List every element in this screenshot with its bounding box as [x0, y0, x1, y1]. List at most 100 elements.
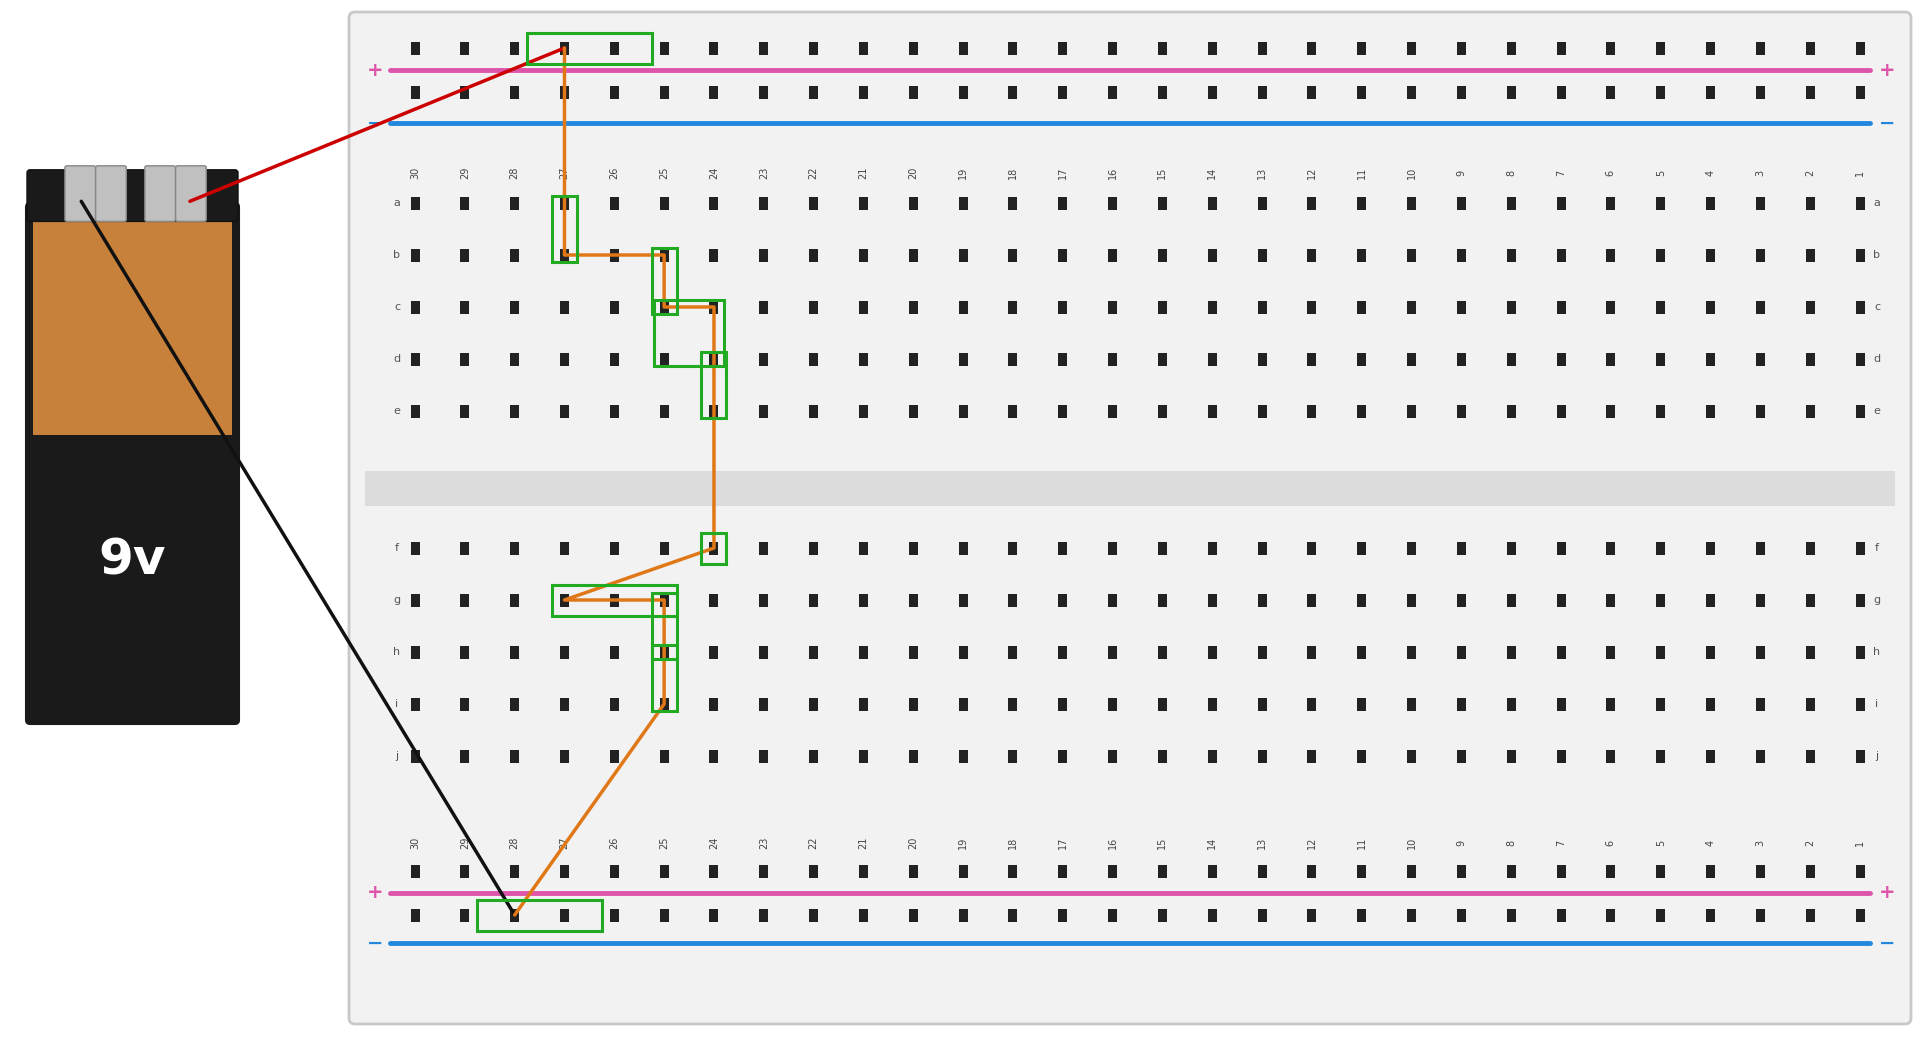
Bar	[1307, 405, 1317, 417]
Bar	[1707, 698, 1714, 710]
Text: 19: 19	[957, 167, 969, 180]
Text: 1: 1	[1855, 840, 1864, 846]
Bar	[1557, 353, 1566, 365]
Text: 25: 25	[659, 167, 669, 180]
Bar	[1207, 353, 1217, 365]
Text: 14: 14	[1207, 837, 1217, 849]
Text: 5: 5	[1655, 170, 1666, 176]
Bar	[509, 85, 519, 99]
Bar	[1707, 865, 1714, 877]
Bar	[652, 645, 677, 711]
Bar	[1607, 42, 1614, 55]
Text: 20: 20	[909, 837, 919, 849]
Bar	[1407, 85, 1417, 99]
Bar	[859, 42, 869, 55]
Bar	[959, 300, 967, 313]
Bar	[909, 196, 919, 210]
Text: 22: 22	[809, 837, 819, 849]
Bar	[609, 85, 619, 99]
Bar	[759, 542, 769, 554]
Bar	[1855, 196, 1864, 210]
Bar	[1657, 85, 1664, 99]
Text: 13: 13	[1257, 167, 1267, 180]
Bar	[659, 42, 669, 55]
Bar	[1607, 248, 1614, 262]
Bar	[1307, 196, 1317, 210]
Bar	[859, 865, 869, 877]
Bar	[709, 646, 719, 658]
Bar	[809, 42, 819, 55]
Bar	[1407, 405, 1417, 417]
Bar	[1157, 196, 1167, 210]
Bar	[1507, 300, 1516, 313]
Bar	[1855, 85, 1864, 99]
Text: 30: 30	[409, 167, 421, 180]
Bar	[509, 300, 519, 313]
Bar	[1407, 42, 1417, 55]
Bar	[759, 405, 769, 417]
Bar	[1607, 85, 1614, 99]
Text: 16: 16	[1107, 837, 1117, 849]
Bar	[1607, 542, 1614, 554]
Bar	[1407, 542, 1417, 554]
Text: 30: 30	[409, 837, 421, 849]
Bar	[609, 698, 619, 710]
Bar	[1805, 248, 1814, 262]
Text: 5: 5	[1655, 840, 1666, 846]
Text: 9v: 9v	[98, 537, 165, 584]
Bar	[1657, 698, 1664, 710]
Bar	[1507, 749, 1516, 763]
Bar	[1009, 908, 1017, 922]
Bar	[461, 542, 469, 554]
Bar	[552, 584, 677, 616]
Bar	[909, 542, 919, 554]
Bar	[1109, 353, 1117, 365]
Bar	[1855, 594, 1864, 606]
Bar	[1357, 42, 1367, 55]
Bar	[759, 85, 769, 99]
Bar	[1257, 353, 1267, 365]
Bar	[609, 594, 619, 606]
Bar	[1109, 908, 1117, 922]
Bar	[909, 908, 919, 922]
Bar	[1307, 865, 1317, 877]
Bar	[909, 594, 919, 606]
Bar	[1357, 85, 1367, 99]
Bar	[1059, 300, 1067, 313]
Text: 29: 29	[459, 167, 469, 180]
Bar	[1557, 698, 1566, 710]
Text: 11: 11	[1357, 837, 1367, 849]
Bar	[1307, 248, 1317, 262]
Bar	[1307, 353, 1317, 365]
Bar	[759, 196, 769, 210]
Bar	[461, 749, 469, 763]
Text: 12: 12	[1307, 167, 1317, 180]
Bar	[1207, 196, 1217, 210]
Bar	[1457, 908, 1466, 922]
Bar	[1357, 908, 1367, 922]
Bar	[1805, 865, 1814, 877]
Bar	[759, 908, 769, 922]
Bar	[1557, 542, 1566, 554]
Bar	[1207, 405, 1217, 417]
Bar	[1507, 248, 1516, 262]
Bar	[1307, 698, 1317, 710]
Bar	[959, 248, 967, 262]
Bar	[809, 353, 819, 365]
Bar	[1157, 405, 1167, 417]
Bar	[1157, 353, 1167, 365]
Bar	[1257, 749, 1267, 763]
Bar	[609, 865, 619, 877]
Bar	[659, 405, 669, 417]
Bar	[509, 908, 519, 922]
Bar	[411, 749, 419, 763]
Bar	[859, 300, 869, 313]
Bar	[1407, 698, 1417, 710]
Text: g: g	[1874, 595, 1880, 605]
Bar	[1855, 542, 1864, 554]
Bar	[809, 248, 819, 262]
Bar	[1157, 698, 1167, 710]
Bar	[1805, 594, 1814, 606]
Text: f: f	[396, 543, 400, 553]
Bar	[559, 248, 569, 262]
